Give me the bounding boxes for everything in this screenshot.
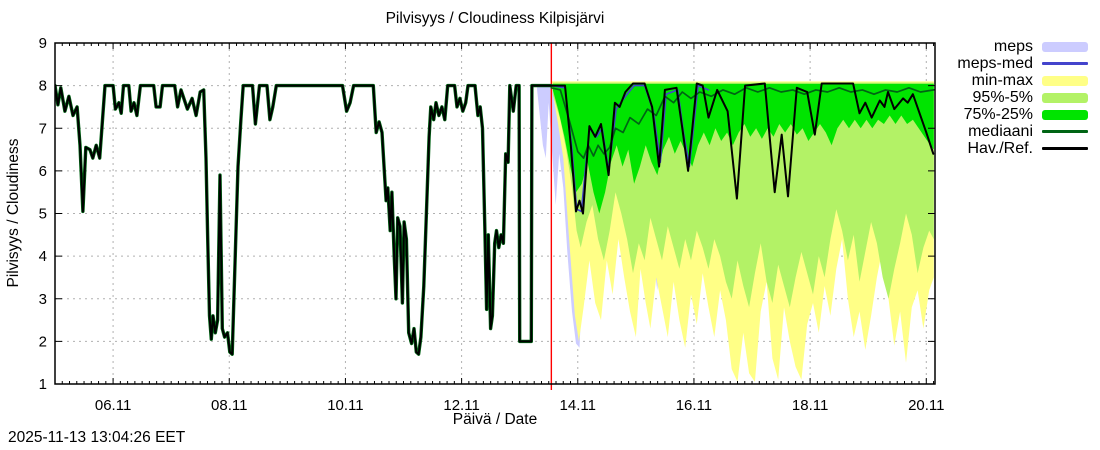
plot-border xyxy=(54,42,936,385)
y-tick-label: 3 xyxy=(39,291,47,308)
series-line-hav-ref- xyxy=(55,82,935,356)
legend-label: 75%-25% xyxy=(963,106,1033,123)
observation-underlay-line xyxy=(55,83,553,356)
y-tick-label: 5 xyxy=(39,206,47,223)
legend-label: meps-med xyxy=(957,55,1033,72)
y-tick-label: 2 xyxy=(39,333,47,350)
band-75%-25% xyxy=(552,83,934,214)
meps-med-line-swatch xyxy=(1042,62,1088,65)
legend-item-min-max: min-max xyxy=(957,72,1088,89)
legend-item-95-5: 95%-5% xyxy=(957,89,1088,106)
series-lines xyxy=(55,82,935,356)
axis-tick-labels: 06.11 08.11 10.11 12.11 14.11 16.11 18.11 20.11… xyxy=(39,35,945,414)
x-tick-label: 10.11 xyxy=(327,397,363,414)
legend-item-meps-med: meps-med xyxy=(957,55,1088,72)
y-tick-label: 9 xyxy=(39,35,47,52)
x-tick-label: 14.11 xyxy=(560,397,596,414)
legend-item-meps: meps xyxy=(957,38,1088,55)
chart-legend: meps meps-med min-max 95%-5% 75%-25% med… xyxy=(957,38,1088,157)
forecast-bands xyxy=(537,81,934,382)
min-max-band-swatch xyxy=(1042,75,1088,86)
chart-generated-timestamp: 2025-11-13 13:04:26 EET xyxy=(8,429,186,446)
legend-label: Hav./Ref. xyxy=(967,140,1034,157)
havref-line-swatch xyxy=(1042,147,1088,150)
legend-label: mediaani xyxy=(968,123,1033,140)
x-tick-label: 12.11 xyxy=(443,397,479,414)
x-tick-label: 06.11 xyxy=(95,397,131,414)
legend-label: meps xyxy=(993,38,1033,55)
legend-label: min-max xyxy=(971,72,1033,89)
legend-label: 95%-5% xyxy=(972,89,1033,106)
75-25-band-swatch xyxy=(1042,109,1088,120)
y-tick-label: 7 xyxy=(39,120,47,137)
legend-item-mediaani: mediaani xyxy=(957,123,1088,140)
mediaani-line-swatch xyxy=(1042,130,1088,133)
x-tick-label: 08.11 xyxy=(211,397,247,414)
x-axis-label: Päivä / Date xyxy=(452,411,538,428)
95-5-band-swatch xyxy=(1042,92,1088,103)
y-tick-label: 6 xyxy=(39,163,47,180)
y-tick-label: 1 xyxy=(39,376,47,393)
x-tick-label: 18.11 xyxy=(792,397,828,414)
meps-band-swatch xyxy=(1042,41,1088,52)
chart-title: Pilvisyys / Cloudiness Kilpisjärvi xyxy=(385,10,605,27)
x-tick-label: 20.11 xyxy=(908,397,944,414)
y-tick-label: 8 xyxy=(39,78,47,95)
y-tick-label: 4 xyxy=(39,248,47,265)
legend-item-75-25: 75%-25% xyxy=(957,106,1088,123)
legend-item-havref: Hav./Ref. xyxy=(957,140,1088,157)
x-tick-label: 16.11 xyxy=(676,397,712,414)
